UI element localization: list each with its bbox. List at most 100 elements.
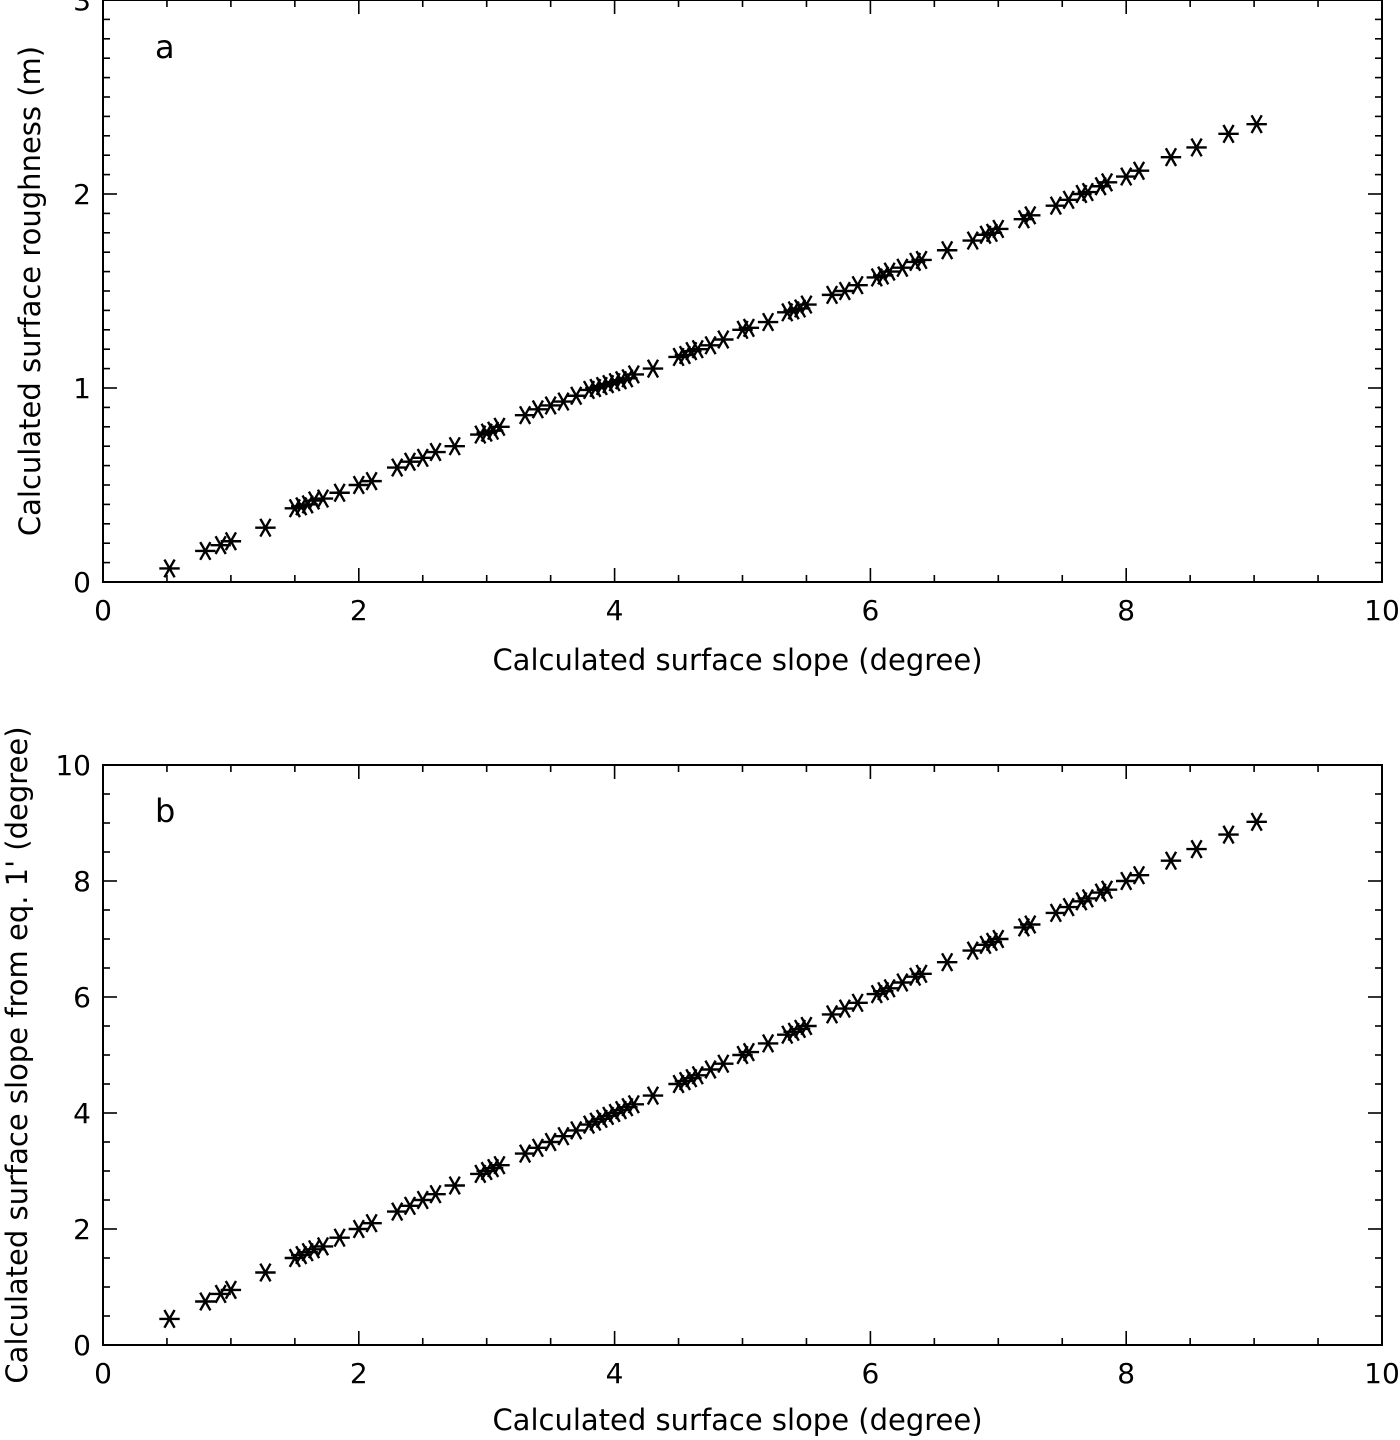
data-point (348, 475, 369, 495)
y-axis-label: Calculated surface roughness (m) (13, 46, 47, 536)
y-tick-label: 0 (73, 1329, 91, 1362)
data-point (425, 1184, 446, 1204)
data-point (425, 442, 446, 462)
data-point (1090, 176, 1111, 196)
y-tick-label: 4 (73, 1097, 91, 1130)
data-point (1218, 124, 1239, 144)
data-point (1218, 825, 1239, 845)
data-point (623, 1094, 644, 1114)
data-point (821, 285, 843, 305)
data-point (911, 250, 932, 270)
data-point (1186, 137, 1207, 157)
data-point (713, 1054, 734, 1074)
x-tick-label: 8 (1117, 1357, 1135, 1390)
x-tick-label: 4 (606, 594, 624, 627)
x-axis-label: Calculated surface slope (degree) (492, 643, 982, 677)
panel-letter: a (155, 28, 175, 66)
data-point (738, 318, 760, 338)
data-point (482, 421, 504, 441)
data-point (329, 483, 350, 503)
y-tick-label: 2 (73, 1213, 91, 1246)
data-point (329, 1228, 350, 1248)
data-point (195, 1292, 216, 1311)
y-axis-label: Calculated surface slope from eq. 1' (de… (0, 726, 34, 1383)
data-point (159, 1309, 180, 1329)
y-tick-label: 8 (73, 865, 91, 898)
data-point (796, 295, 817, 315)
data-point (789, 298, 811, 318)
data-point (872, 981, 894, 1001)
panel-letter: b (155, 792, 175, 830)
x-tick-label: 8 (1117, 594, 1135, 627)
y-tick-label: 0 (73, 566, 91, 599)
data-point (489, 1155, 510, 1175)
data-point (981, 932, 1003, 952)
data-point (1096, 880, 1118, 900)
data-point (1128, 161, 1150, 181)
data-point (444, 1176, 465, 1195)
data-point (1160, 147, 1182, 167)
data-point (220, 1280, 242, 1300)
plot-frame (102, 0, 1383, 583)
x-axis-label: Calculated surface slope (degree) (492, 1403, 982, 1437)
data-point (489, 417, 510, 437)
data-point (1246, 812, 1267, 832)
data-point (312, 489, 334, 509)
data-point (255, 518, 276, 538)
data-point (444, 436, 465, 456)
data-point (936, 952, 958, 972)
data-point (399, 452, 421, 472)
x-tick-label: 10 (1364, 1357, 1400, 1390)
data-point (757, 1033, 779, 1053)
data-point (1246, 114, 1267, 134)
data-point (1128, 865, 1150, 885)
panel-b: 0 2 4 6 8 10 0 2 4 6 8 10 Calculated surface slope (… (0, 726, 1400, 1437)
data-point (738, 1042, 760, 1062)
panel-a: 0 2 4 6 8 10 0 1 2 3 Calculated surface slope (deg… (13, 0, 1400, 677)
data-point (847, 993, 868, 1013)
data-point (361, 471, 382, 491)
data-point (297, 494, 318, 514)
data-point (1160, 851, 1182, 871)
y-tick-label: 2 (73, 178, 91, 211)
x-tick-label: 4 (606, 1357, 624, 1390)
data-point (847, 275, 868, 295)
data-point (642, 359, 664, 379)
x-tick-label: 2 (350, 594, 368, 627)
data-point (981, 223, 1003, 243)
data-point (687, 339, 708, 359)
data-point (1096, 172, 1118, 192)
data-point (936, 240, 958, 260)
data-point (872, 266, 894, 285)
data-point (988, 929, 1009, 949)
x-tick-label: 2 (350, 1357, 368, 1390)
data-point (195, 541, 216, 561)
data-point (361, 1213, 382, 1233)
data-point (1013, 917, 1035, 937)
x-tick-label: 0 (94, 594, 112, 627)
y-tick-label: 1 (73, 372, 91, 405)
data-point (210, 535, 231, 555)
data-point (1013, 209, 1035, 229)
y-tick-label: 6 (73, 981, 91, 1014)
x-tick-label: 6 (861, 1357, 879, 1390)
data-point (255, 1263, 276, 1282)
data-point (220, 531, 242, 551)
data-point (642, 1086, 664, 1106)
data-point (732, 1045, 753, 1065)
data-point (617, 368, 638, 388)
x-tick-label: 6 (861, 594, 879, 627)
y-tick-label: 10 (55, 749, 91, 782)
data-point (540, 395, 561, 415)
data-point (1020, 915, 1041, 934)
data-point (988, 219, 1009, 239)
y-tick-label: 3 (73, 0, 91, 17)
data-point (911, 964, 932, 984)
data-point (303, 491, 325, 510)
x-tick-label: 10 (1364, 594, 1400, 627)
data-point (879, 262, 900, 282)
x-tick-label: 0 (94, 1357, 112, 1390)
data-point (527, 399, 549, 419)
data-point (1186, 839, 1207, 859)
